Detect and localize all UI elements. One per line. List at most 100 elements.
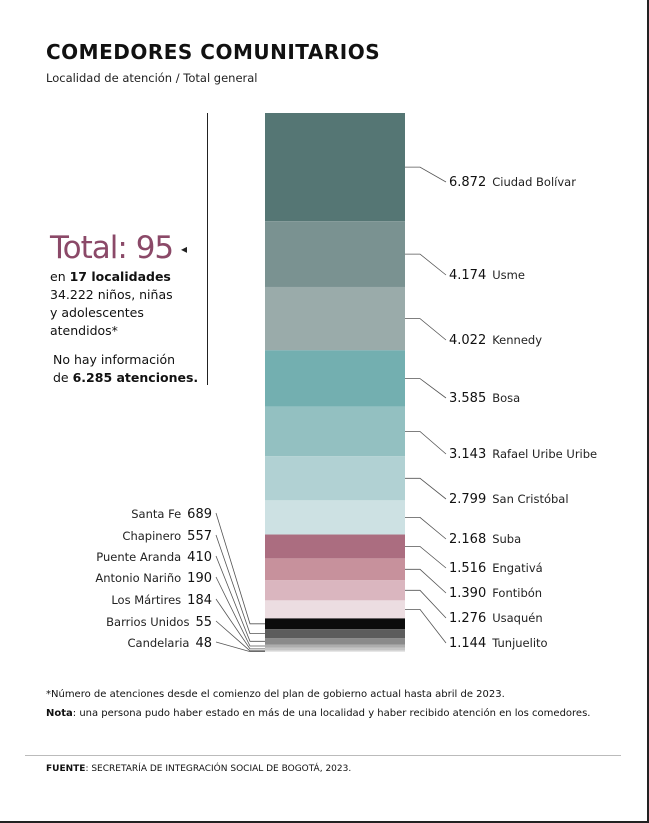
data-value-engativa: 1.516 [449, 561, 486, 576]
category-label-chapinero: Chapinero [122, 529, 181, 543]
data-value-chapinero: 557 [187, 529, 212, 544]
data-value-kennedy: 4.022 [449, 333, 486, 348]
category-label-bosa: Bosa [492, 391, 520, 405]
data-value-los-martires: 184 [187, 593, 212, 608]
leader-line-santa-fe [215, 512, 265, 625]
category-label-kennedy: Kennedy [492, 333, 542, 347]
summary-line-1-prefix: en [50, 269, 70, 284]
source: FUENTE: SECRETARÍA DE INTEGRACIÓN SOCIAL… [46, 764, 351, 774]
leader-line-bosa [405, 378, 447, 399]
category-label-puente-aranda: Puente Aranda [96, 550, 181, 564]
data-value-puente-aranda: 410 [187, 550, 212, 565]
leader-line-los-martires [215, 598, 265, 650]
no-info-line-2: de 6.285 atenciones. [53, 369, 198, 387]
category-label-los-martires: Los Mártires [111, 593, 181, 607]
arrow-left-icon: ◂ [181, 242, 188, 256]
leader-line-kennedy [405, 318, 447, 341]
data-value-bosa: 3.585 [449, 391, 486, 406]
bar-segment-santa-fe [265, 618, 405, 630]
data-label-usaquen: 1.276 Usaquén [449, 611, 543, 626]
leader-line-san-cristobal [405, 477, 447, 500]
data-label-suba: 2.168 Suba [449, 532, 521, 547]
bar-segment-tunjuelito [265, 600, 405, 619]
leader-line-engativa [405, 546, 447, 569]
category-label-usaquen: Usaquén [492, 611, 542, 625]
data-value-candelaria: 48 [195, 636, 212, 651]
category-label-santa-fe: Santa Fe [131, 507, 181, 521]
data-label-tunjuelito: 1.144 Tunjuelito [449, 636, 548, 651]
bar-segment-puente-aranda [265, 638, 405, 645]
no-info-text: No hay información de 6.285 atenciones. [53, 351, 198, 387]
data-value-antonio-narino: 190 [187, 571, 212, 586]
bar-segment-ciudad-bolivar [265, 113, 405, 222]
summary-text: en 17 localidades 34.222 niños, niñas y … [50, 268, 173, 340]
bar-segment-candelaria [265, 651, 405, 652]
category-label-fontibon: Fontibón [492, 586, 542, 600]
data-label-usme: 4.174 Usme [449, 268, 525, 283]
leader-line-candelaria [215, 641, 265, 652]
leader-line-usme [405, 253, 447, 276]
chart-subtitle: Localidad de atención / Total general [46, 71, 258, 85]
leader-line-chapinero [215, 534, 265, 634]
leader-line-puente-aranda [215, 555, 265, 642]
data-label-san-cristobal: 2.799 San Cristóbal [449, 492, 569, 507]
summary-line-4: atendidos* [50, 323, 118, 338]
source-label: FUENTE [46, 764, 86, 774]
data-label-barrios-unidos: Barrios Unidos 55 [106, 615, 212, 630]
data-label-puente-aranda: Puente Aranda 410 [96, 550, 212, 565]
leader-line-barrios-unidos [215, 620, 265, 652]
bar-segment-kennedy [265, 286, 405, 351]
chart-title: COMEDORES COMUNITARIOS [46, 40, 381, 64]
data-value-tunjuelito: 1.144 [449, 636, 486, 651]
summary-divider [207, 113, 208, 385]
total-label: Total: 95 [50, 230, 174, 266]
category-label-ciudad-bolivar: Ciudad Bolívar [492, 175, 576, 189]
leader-line-ciudad-bolivar [405, 166, 447, 183]
no-info-prefix: de [53, 370, 73, 385]
bar-segment-san-cristobal [265, 456, 405, 501]
bar-segment-usaquen [265, 580, 405, 601]
summary-line-2: 34.222 niños, niñas [50, 287, 173, 302]
bar-segment-los-martires [265, 647, 405, 651]
category-label-engativa: Engativá [492, 561, 542, 575]
footnote: *Número de atenciones desde el comienzo … [46, 689, 505, 700]
category-label-barrios-unidos: Barrios Unidos [106, 615, 189, 629]
data-label-fontibon: 1.390 Fontibón [449, 586, 542, 601]
data-value-usaquen: 1.276 [449, 611, 486, 626]
data-label-candelaria: Candelaria 48 [128, 636, 213, 651]
data-label-antonio-narino: Antonio Nariño 190 [95, 571, 212, 586]
leader-line-usaquen [405, 589, 447, 619]
category-label-suba: Suba [492, 532, 521, 546]
no-info-count: 6.285 atenciones. [72, 370, 199, 385]
data-label-rafael-uribe-uribe: 3.143 Rafael Uribe Uribe [449, 447, 597, 462]
note-text: : una persona pudo haber estado en más d… [72, 708, 591, 719]
data-label-chapinero: Chapinero 557 [122, 529, 212, 544]
leader-line-antonio-narino [215, 576, 265, 647]
no-info-line-1: No hay información [53, 352, 176, 367]
bar-segment-bosa [265, 350, 405, 407]
data-value-usme: 4.174 [449, 268, 486, 283]
data-label-santa-fe: Santa Fe 689 [131, 507, 212, 522]
data-value-santa-fe: 689 [187, 507, 212, 522]
bar-segment-suba [265, 500, 405, 535]
data-value-rafael-uribe-uribe: 3.143 [449, 447, 486, 462]
bar-segment-engativa [265, 534, 405, 559]
leader-line-suba [405, 517, 447, 540]
category-label-antonio-narino: Antonio Nariño [95, 571, 181, 585]
bar-segment-chapinero [265, 629, 405, 639]
bar-segment-fontibon [265, 558, 405, 581]
summary-line-1: en 17 localidades [50, 268, 173, 286]
bar-segment-usme [265, 221, 405, 287]
data-label-kennedy: 4.022 Kennedy [449, 333, 542, 348]
note-label: Nota [46, 708, 73, 719]
leader-line-rafael-uribe-uribe [405, 431, 447, 455]
summary-localities: 17 localidades [69, 269, 171, 284]
bar-segment-antonio-narino [265, 644, 405, 648]
footer-rule [25, 755, 621, 756]
data-value-suba: 2.168 [449, 532, 486, 547]
data-label-los-martires: Los Mártires 184 [111, 593, 212, 608]
data-value-ciudad-bolivar: 6.872 [449, 175, 486, 190]
data-label-bosa: 3.585 Bosa [449, 391, 520, 406]
